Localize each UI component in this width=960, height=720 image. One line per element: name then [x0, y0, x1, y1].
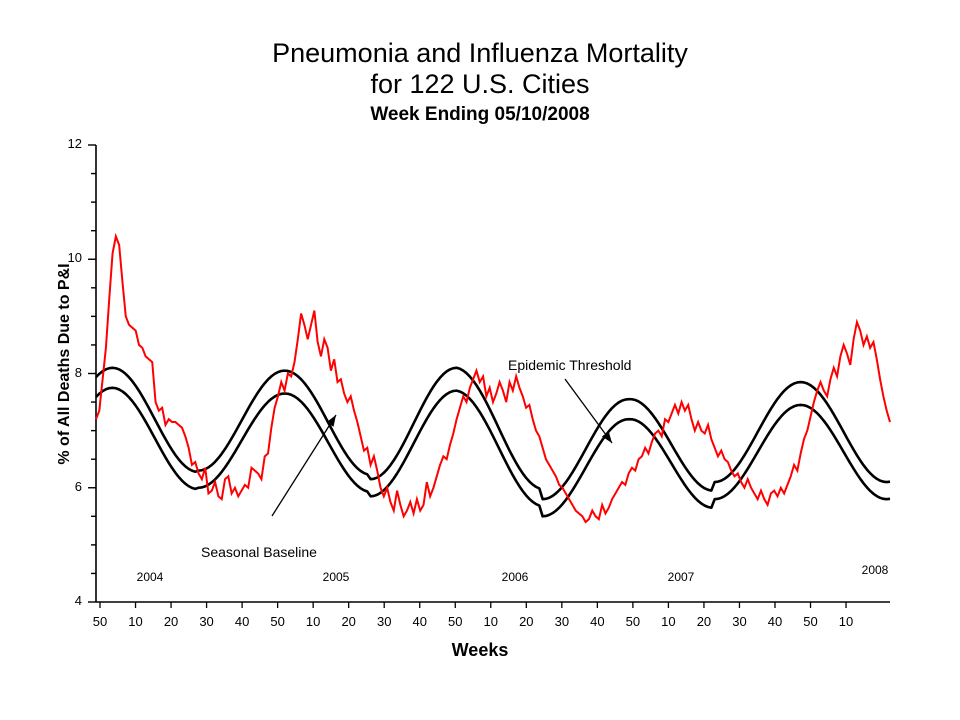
year-label: 2008 — [861, 563, 889, 577]
y-tick-label: 10 — [67, 250, 82, 266]
x-tick-label: 10 — [661, 614, 676, 629]
x-tick-label: 10 — [305, 614, 321, 629]
x-tick-label: 50 — [803, 614, 818, 629]
x-tick-label: 30 — [554, 614, 570, 629]
chart-title-line-2: for 122 U.S. Cities — [370, 69, 590, 99]
x-tick-label: 20 — [341, 614, 356, 629]
x-tick-label: 40 — [412, 614, 427, 629]
x-tick-label: 20 — [696, 614, 712, 629]
y-tick-label: 4 — [74, 593, 82, 608]
observed-mortality-line — [95, 232, 891, 524]
x-tick-label: 30 — [732, 614, 747, 629]
x-tick-label: 40 — [767, 614, 783, 629]
y-tick-label: 12 — [67, 136, 82, 151]
seasonal-baseline-arrow — [271, 414, 337, 517]
x-tick-label: 50 — [625, 614, 641, 629]
chart-title-line-1: Pneumonia and Influenza Mortality — [272, 38, 688, 68]
epidemic-threshold-curve — [95, 366, 891, 501]
y-tick-label: 8 — [74, 364, 82, 380]
x-tick-label: 10 — [128, 614, 143, 629]
x-tick-label: 30 — [376, 614, 392, 629]
x-tick-label: 10 — [838, 614, 854, 629]
year-label: 2007 — [667, 570, 695, 584]
chart-title-block: Pneumonia and Influenza Mortality for 12… — [0, 38, 960, 128]
x-tick-label: 40 — [590, 614, 605, 629]
annotation-epidemic-threshold: Epidemic Threshold — [508, 357, 632, 373]
annotation-seasonal-baseline: Seasonal Baseline — [201, 544, 317, 560]
chart-subtitle-week-ending: Week Ending 05/10/2008 — [370, 104, 590, 125]
x-axis-label: Weeks — [451, 640, 509, 660]
y-tick-label: 6 — [74, 478, 82, 494]
x-tick-label: 20 — [163, 614, 179, 629]
x-tick-label: 20 — [519, 614, 534, 629]
x-tick-label: 40 — [234, 614, 250, 629]
epidemic-threshold-arrow — [564, 378, 613, 444]
year-label: 2006 — [501, 570, 529, 584]
year-label: 2004 — [136, 570, 164, 584]
x-tick-label: 30 — [199, 614, 214, 629]
x-tick-label: 50 — [448, 614, 463, 629]
year-label: 2005 — [322, 570, 350, 584]
x-tick-label: 50 — [92, 614, 108, 629]
x-tick-label: 50 — [270, 614, 285, 629]
seasonal-baseline-curve — [95, 386, 891, 518]
x-tick-label: 10 — [483, 614, 499, 629]
